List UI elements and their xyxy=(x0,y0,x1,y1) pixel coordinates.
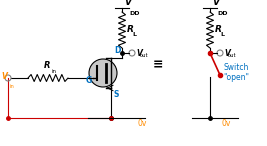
Text: out: out xyxy=(140,53,149,58)
Text: 0v: 0v xyxy=(222,119,231,128)
Text: V: V xyxy=(124,0,131,7)
Text: V: V xyxy=(136,48,142,58)
Text: L: L xyxy=(132,32,136,36)
Text: "open": "open" xyxy=(223,73,249,81)
Text: R: R xyxy=(44,61,50,70)
Circle shape xyxy=(89,59,117,87)
Text: out: out xyxy=(228,53,237,58)
Text: R: R xyxy=(215,25,222,33)
Text: R: R xyxy=(127,25,134,33)
Text: in: in xyxy=(9,84,14,88)
Text: V: V xyxy=(1,72,7,81)
Text: G: G xyxy=(86,76,92,85)
Text: V: V xyxy=(224,48,230,58)
Text: DD: DD xyxy=(129,11,139,16)
Text: DD: DD xyxy=(217,11,227,16)
Text: Switch: Switch xyxy=(223,64,248,73)
Text: S: S xyxy=(113,90,118,99)
Text: L: L xyxy=(220,32,224,36)
Text: D: D xyxy=(115,46,121,55)
Text: V: V xyxy=(212,0,219,7)
Text: 0v: 0v xyxy=(137,119,146,128)
Text: ≡: ≡ xyxy=(153,59,163,72)
Text: in: in xyxy=(52,69,57,74)
